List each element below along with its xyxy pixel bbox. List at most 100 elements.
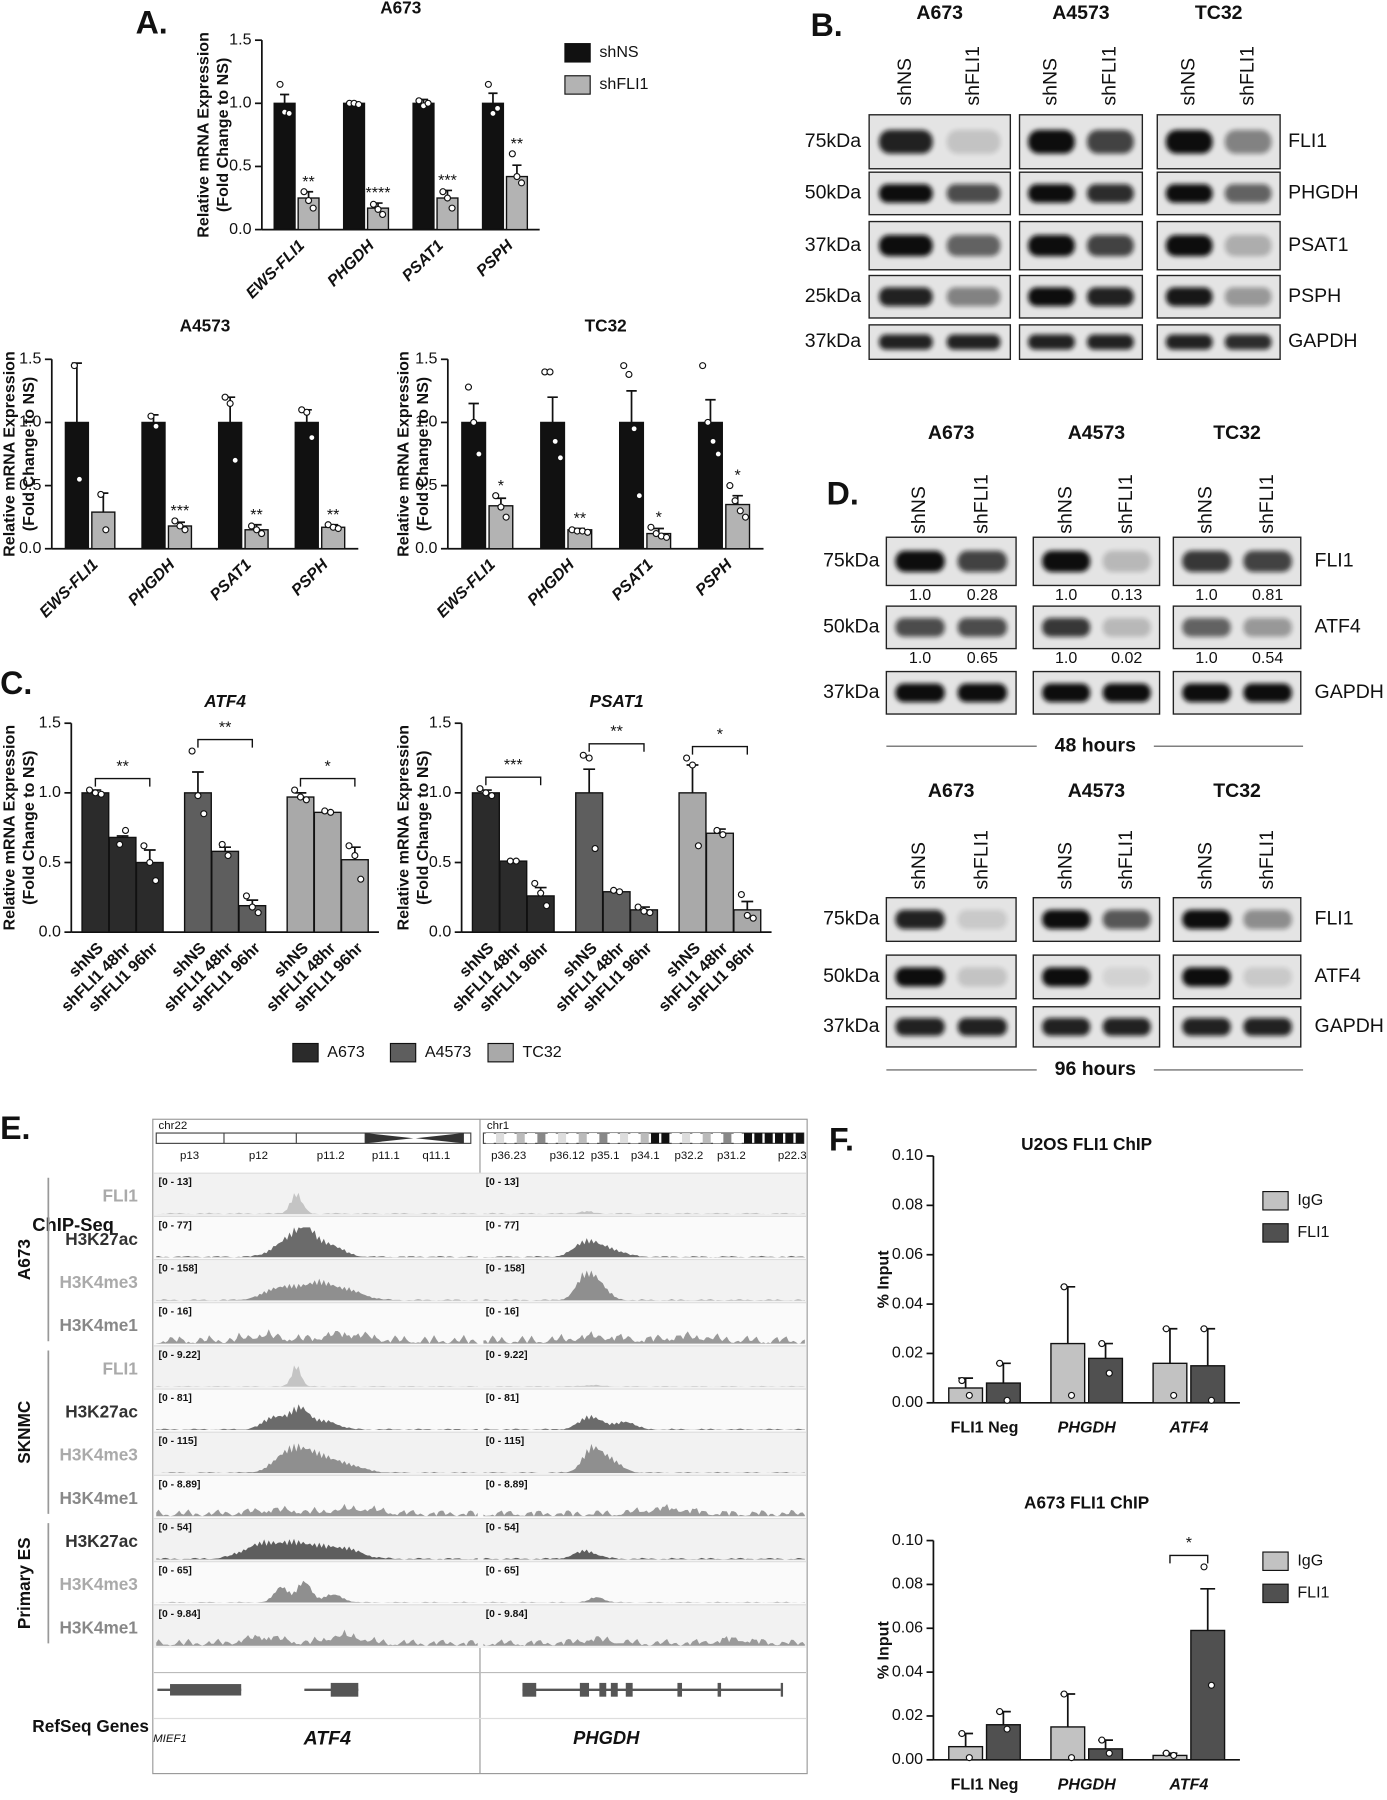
lane-label: shFLI1 (1256, 830, 1278, 890)
track-bg (153, 1216, 807, 1260)
lane-label: shFLI1 (971, 474, 993, 534)
band (1028, 184, 1075, 203)
track-range: [0 - 54] (486, 1522, 519, 1533)
bar (286, 796, 315, 933)
data-point (546, 368, 554, 376)
error-bar (280, 93, 290, 104)
chart-title: TC32 (585, 316, 627, 336)
data-point (663, 533, 671, 541)
bar (141, 421, 166, 550)
data-point (749, 914, 757, 922)
ideogram-band (609, 1133, 618, 1144)
bar (602, 891, 631, 933)
quantification: 1.0 (1195, 649, 1217, 667)
y-tick-label: 1.0 (39, 783, 61, 801)
track-label: H3K4me1 (59, 1315, 138, 1335)
band (957, 618, 1007, 637)
data-point (1067, 1754, 1076, 1762)
data-point (188, 747, 196, 755)
ideogram-band (744, 1133, 753, 1144)
data-point (731, 497, 739, 505)
y-tick-label: 0.02 (892, 1344, 923, 1362)
y-tick-label: 0.0 (19, 539, 41, 557)
y-axis-label: (Fold Change to NS) (20, 377, 38, 531)
section-title: RefSeq Genes (32, 1716, 149, 1736)
data-point (630, 425, 638, 433)
quantification: 1.0 (909, 586, 931, 604)
data-point (497, 503, 505, 511)
data-point (517, 179, 526, 187)
track-signal (483, 1210, 805, 1215)
track-signal (483, 1636, 805, 1646)
y-axis-label: Relative mRNA Expression (1, 725, 19, 931)
track-range: [0 - 8.89] (486, 1479, 528, 1490)
band (1224, 235, 1272, 257)
data-point (699, 362, 707, 370)
band (1165, 129, 1213, 154)
ideogram-band (775, 1133, 784, 1144)
significance-label: * (1186, 1534, 1192, 1552)
data-point (646, 909, 654, 917)
band (957, 683, 1007, 703)
ideogram-band (547, 1133, 556, 1144)
error-bar (1200, 1587, 1216, 1631)
ideogram-band (640, 1133, 649, 1144)
data-point (634, 903, 642, 911)
data-point (369, 200, 377, 208)
y-tick-label: 0.5 (19, 476, 41, 494)
ideogram-band (630, 1133, 639, 1144)
panel-label: E. (0, 1110, 30, 1146)
data-point (506, 857, 514, 865)
y-tick-label: 1.5 (415, 350, 437, 368)
bar (342, 102, 366, 231)
data-point (1067, 1391, 1076, 1399)
data-point (719, 831, 727, 839)
data-point (502, 513, 510, 521)
track-label: FLI1 (103, 1358, 139, 1378)
data-point (152, 877, 160, 885)
band (957, 909, 1007, 930)
bar (217, 421, 243, 550)
band (1087, 235, 1134, 257)
y-tick-label: 1.5 (19, 350, 41, 368)
cell-line-label: A673 (916, 2, 963, 24)
data-point (345, 842, 353, 850)
band-label: p12 (249, 1150, 268, 1162)
data-point (351, 851, 359, 860)
track-label: H3K4me1 (59, 1617, 138, 1637)
data-point (640, 907, 648, 915)
cell-line-label: A673 (928, 780, 975, 802)
data-point (248, 903, 256, 911)
track-range: [0 - 13] (486, 1177, 519, 1188)
data-point (75, 475, 83, 483)
marker-label: 37kDa (805, 234, 862, 256)
band (1182, 909, 1231, 930)
track-range: [0 - 115] (486, 1436, 524, 1447)
data-point (1003, 1725, 1011, 1733)
y-tick-label: 0.08 (892, 1196, 923, 1214)
bar (471, 792, 500, 933)
band-label: p36.12 (550, 1150, 585, 1162)
band (895, 909, 945, 930)
track-range: [0 - 65] (486, 1566, 519, 1577)
legend-label: shNS (599, 43, 638, 61)
bar (1190, 1629, 1226, 1761)
data-point (247, 522, 256, 530)
lane-label: shNS (1040, 58, 1062, 106)
band (1182, 1018, 1231, 1036)
legend-label: shFLI1 (599, 75, 648, 93)
legend-swatch (292, 1042, 319, 1063)
track-label: H3K27ac (65, 1229, 138, 1249)
data-point (308, 434, 316, 442)
track-range: [0 - 9.84] (486, 1609, 528, 1620)
bar (948, 1745, 984, 1761)
data-point (625, 370, 633, 379)
track-range: [0 - 115] (159, 1436, 197, 1447)
band-label: p32.2 (675, 1150, 704, 1162)
band-label: p35.1 (591, 1150, 620, 1162)
data-point (1060, 1690, 1068, 1698)
y-tick-label: 0.0 (429, 922, 451, 940)
bar (499, 860, 528, 933)
data-point (357, 875, 365, 883)
data-point (448, 204, 456, 212)
